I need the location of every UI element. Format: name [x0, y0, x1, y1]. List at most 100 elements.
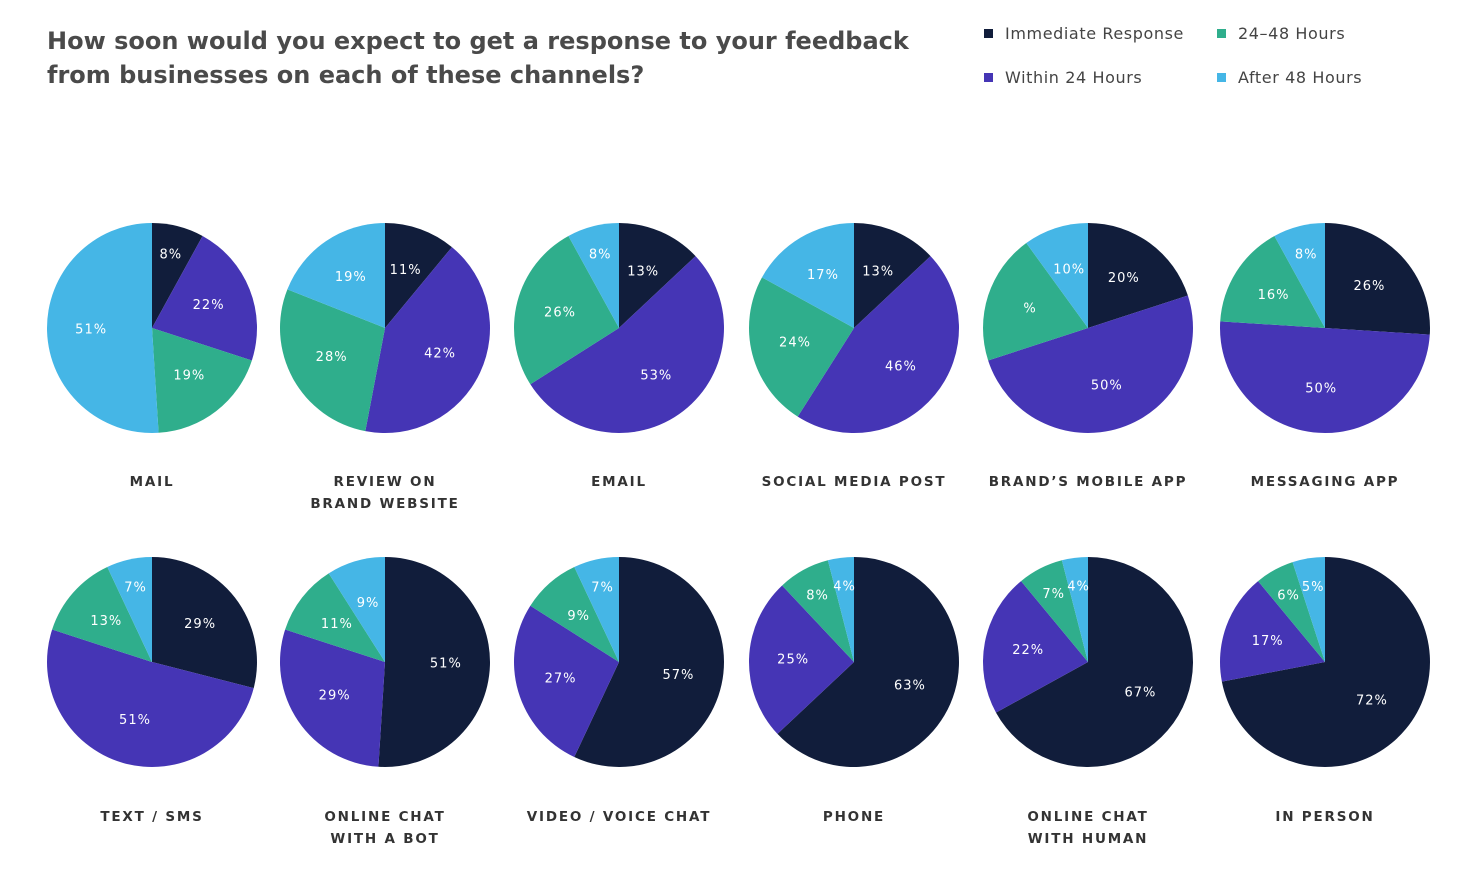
- pie-data-label-24-48-hours: %: [1023, 302, 1036, 317]
- pie-data-label-24-48-hours: 8%: [806, 588, 829, 603]
- pie-category-label-line: REVIEW ON: [333, 474, 437, 490]
- pie-category-label: ONLINE CHAT WITH A BOT: [269, 806, 501, 850]
- pie-category-label-line: VIDEO / VOICE CHAT: [526, 809, 712, 825]
- legend-item-immediate-response: Immediate Response: [984, 24, 1184, 43]
- pie-data-label-within-24-hours: 50%: [1091, 378, 1123, 393]
- legend-swatch-after-48-hours: [1217, 73, 1226, 82]
- pie-data-label-within-24-hours: 25%: [777, 653, 809, 668]
- pie-category-label: IN PERSON: [1209, 806, 1441, 828]
- pie-category-label: MESSAGING APP: [1209, 471, 1441, 493]
- legend-item-24-48-hours: 24–48 Hours: [1217, 24, 1345, 43]
- pie-data-label-immediate-response: 51%: [430, 656, 462, 671]
- chart-title-line-1: How soon would you expect to get a respo…: [47, 27, 909, 55]
- pie-slice-within-24-hours: [1220, 321, 1430, 433]
- pie-category-label-line: IN PERSON: [1275, 809, 1375, 825]
- pie-data-label-within-24-hours: 27%: [545, 671, 577, 686]
- pie-category-label: TEXT / SMS: [36, 806, 268, 828]
- pie-category-label-line: ONLINE CHAT: [1027, 809, 1149, 825]
- pie-data-label-24-48-hours: 7%: [1042, 587, 1065, 602]
- pie-slice-immediate-response: [854, 223, 931, 328]
- pie-data-label-24-48-hours: 13%: [90, 614, 122, 629]
- pie-chart-svg: 67% 22% 7%4%: [983, 557, 1193, 767]
- pie-data-label-24-48-hours: 16%: [1258, 288, 1290, 303]
- pie-data-label-after-48-hours: 8%: [589, 247, 612, 262]
- pie-slice-after-48-hours: [1061, 557, 1088, 662]
- pie-data-label-after-48-hours: 51%: [75, 322, 107, 337]
- pie-data-label-immediate-response: 13%: [627, 265, 659, 280]
- pie-data-label-after-48-hours: 19%: [335, 270, 367, 285]
- pie-category-label: EMAIL: [503, 471, 735, 493]
- legend-swatch-within-24-hours: [984, 73, 993, 82]
- legend-label-within-24-hours: Within 24 Hours: [1005, 68, 1143, 87]
- pie-data-label-immediate-response: 29%: [184, 617, 216, 632]
- pie-data-label-immediate-response: 8%: [159, 247, 182, 262]
- pie-category-label: REVIEW ON BRAND WEBSITE: [269, 471, 501, 515]
- pie-category-label: BRAND’S MOBILE APP: [972, 471, 1204, 493]
- pie-data-label-24-48-hours: 28%: [316, 350, 348, 365]
- legend-item-after-48-hours: After 48 Hours: [1217, 68, 1362, 87]
- pie-data-label-within-24-hours: 22%: [1012, 643, 1044, 658]
- pie-category-label-line: TEXT / SMS: [100, 809, 204, 825]
- pie-slice-within-24-hours: [530, 256, 724, 434]
- pie-slice-after-48-hours: [574, 557, 619, 662]
- pie-data-label-after-48-hours: 9%: [357, 596, 380, 611]
- pie-slice-24-48-hours: [152, 328, 252, 433]
- pie-slice-immediate-response: [574, 557, 724, 767]
- pie-chart-svg: 13% 46% 24% 17%: [749, 223, 959, 433]
- pie-data-label-after-48-hours: 4%: [833, 579, 856, 594]
- pie-category-label-line: BRAND’S MOBILE APP: [988, 474, 1188, 490]
- pie-chart-svg: 72% 17% 6%5%: [1220, 557, 1430, 767]
- pie-data-label-within-24-hours: 42%: [424, 346, 456, 361]
- pie-slice-24-48-hours: [1021, 560, 1088, 662]
- pie-category-label-line: SOCIAL MEDIA POST: [761, 474, 947, 490]
- pie-slice-24-48-hours: [749, 277, 854, 417]
- pie-category-label-line: WITH A BOT: [330, 831, 440, 847]
- pie-data-label-24-48-hours: 26%: [544, 305, 576, 320]
- legend-label-immediate-response: Immediate Response: [1005, 24, 1184, 43]
- pie-slice-within-24-hours: [152, 235, 257, 361]
- pie-chart-svg: 13% 53% 26% 8%: [514, 223, 724, 434]
- pie-slice-after-48-hours: [1026, 223, 1088, 328]
- pie-slice-immediate-response: [152, 223, 203, 328]
- pie-data-label-24-48-hours: 6%: [1277, 588, 1300, 603]
- pie-data-label-immediate-response: 26%: [1353, 279, 1385, 294]
- pie-data-label-within-24-hours: 46%: [885, 359, 917, 374]
- pie-category-label: ONLINE CHAT WITH HUMAN: [972, 806, 1204, 850]
- pie-data-label-after-48-hours: 10%: [1053, 263, 1085, 278]
- pie-chart-svg: 26% 50% 16% 8%: [1220, 223, 1430, 433]
- pie-data-label-24-48-hours: 19%: [173, 369, 205, 384]
- pie-slice-24-48-hours: [285, 573, 385, 662]
- pie-slice-after-48-hours: [568, 223, 619, 328]
- pie-slice-immediate-response: [378, 557, 491, 767]
- pie-chart-svg: 29% 51% 13% 7%: [47, 557, 257, 767]
- pie-category-label-line: MAIL: [129, 474, 175, 490]
- pie-slice-within-24-hours: [749, 585, 854, 734]
- pie-slice-within-24-hours: [1220, 581, 1325, 682]
- pie-category-label-line: MESSAGING APP: [1250, 474, 1400, 490]
- pie-slice-immediate-response: [1325, 223, 1430, 335]
- chart-title: How soon would you expect to get a respo…: [47, 24, 909, 92]
- pie-slice-24-48-hours: [514, 235, 619, 385]
- pie-data-label-within-24-hours: 50%: [1305, 381, 1337, 396]
- pie-slice-after-48-hours: [328, 557, 385, 662]
- pie-data-label-24-48-hours: 11%: [321, 617, 353, 632]
- pie-category-label: MAIL: [36, 471, 268, 493]
- pie-data-label-immediate-response: 63%: [894, 679, 926, 694]
- pie-chart-svg: 51% 29% 11% 9%: [280, 557, 491, 767]
- pie-data-label-immediate-response: 20%: [1108, 271, 1140, 286]
- legend-label-24-48-hours: 24–48 Hours: [1238, 24, 1346, 43]
- pie-category-label-line: EMAIL: [591, 474, 647, 490]
- legend-label-after-48-hours: After 48 Hours: [1238, 68, 1363, 87]
- pie-data-label-immediate-response: 13%: [862, 265, 894, 280]
- pie-slice-after-48-hours: [761, 223, 854, 328]
- pie-data-label-after-48-hours: 4%: [1067, 579, 1090, 594]
- pie-slice-immediate-response: [777, 557, 959, 767]
- pie-slice-after-48-hours: [1274, 223, 1325, 328]
- pie-chart-svg: 57% 27% 9%7%: [514, 557, 724, 767]
- pie-data-label-after-48-hours: 7%: [124, 581, 147, 596]
- pie-category-label: SOCIAL MEDIA POST: [738, 471, 970, 493]
- pie-data-label-within-24-hours: 22%: [193, 298, 225, 313]
- pie-data-label-after-48-hours: 8%: [1295, 247, 1318, 262]
- legend-swatch-immediate-response: [984, 29, 993, 38]
- pie-category-label-line: BRAND WEBSITE: [310, 496, 460, 512]
